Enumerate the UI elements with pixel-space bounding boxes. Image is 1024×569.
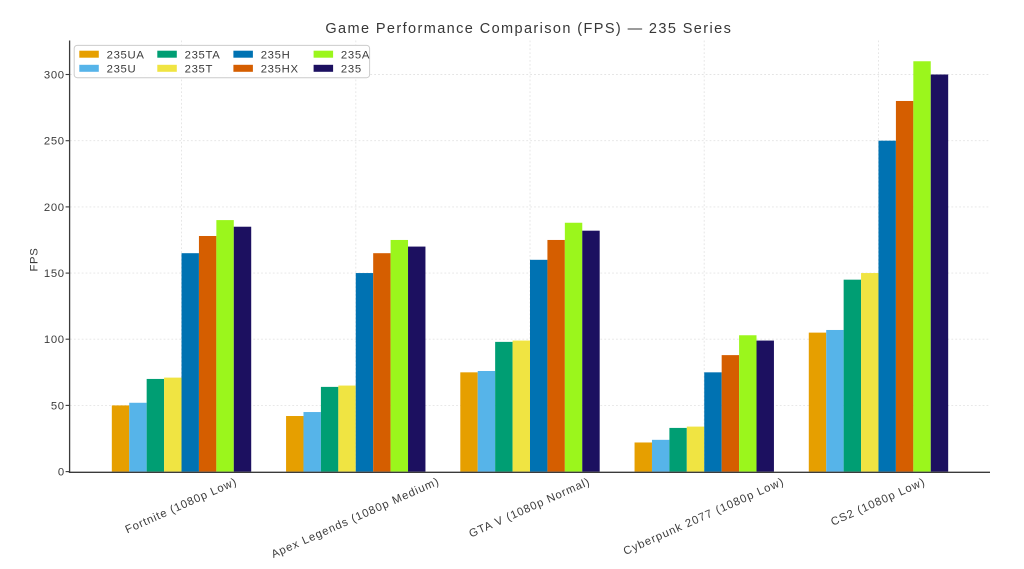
svg-text:200: 200 bbox=[44, 202, 65, 214]
svg-text:235: 235 bbox=[341, 64, 362, 76]
svg-text:50: 50 bbox=[51, 400, 65, 412]
svg-text:235UA: 235UA bbox=[107, 50, 145, 62]
svg-text:235H: 235H bbox=[261, 50, 291, 62]
svg-text:0: 0 bbox=[58, 467, 65, 479]
svg-text:300: 300 bbox=[44, 70, 65, 82]
svg-text:235HX: 235HX bbox=[261, 64, 299, 76]
svg-text:Game Performance Comparison (F: Game Performance Comparison (FPS) — 235 … bbox=[325, 21, 732, 37]
svg-text:250: 250 bbox=[44, 136, 65, 148]
svg-text:235TA: 235TA bbox=[185, 50, 221, 62]
svg-text:235A: 235A bbox=[341, 50, 370, 62]
svg-text:FPS: FPS bbox=[29, 247, 41, 271]
svg-text:150: 150 bbox=[44, 268, 65, 280]
svg-text:235U: 235U bbox=[107, 64, 137, 76]
svg-text:235T: 235T bbox=[185, 64, 214, 76]
svg-text:100: 100 bbox=[44, 334, 65, 346]
